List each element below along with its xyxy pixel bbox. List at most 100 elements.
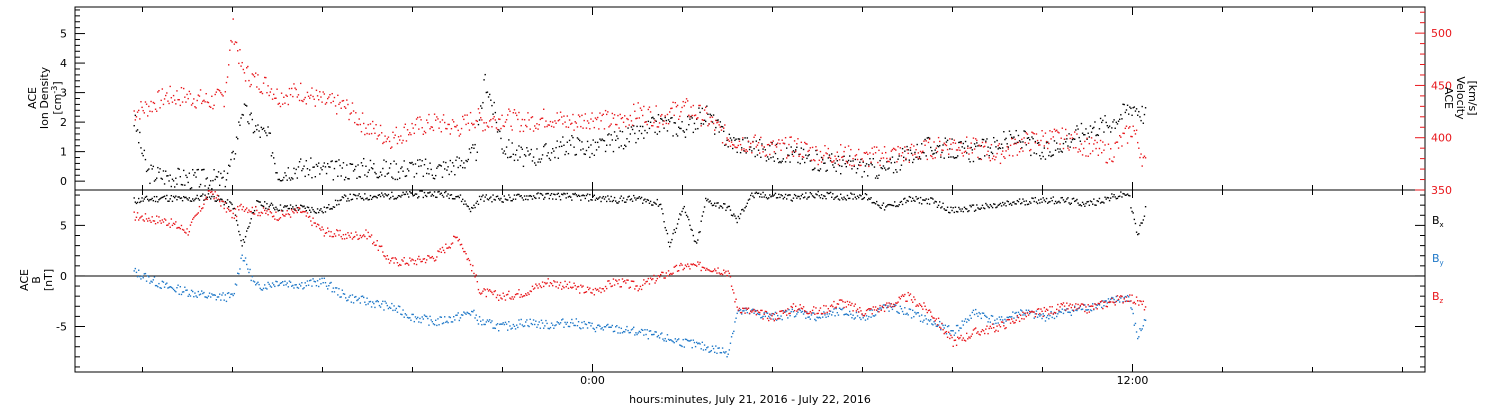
data-point	[410, 260, 412, 262]
data-point	[1067, 308, 1069, 310]
data-point	[304, 282, 306, 284]
data-point	[509, 325, 511, 327]
data-point	[562, 193, 564, 196]
data-point	[763, 312, 765, 314]
data-point	[696, 242, 698, 244]
data-point	[529, 153, 531, 155]
data-point	[311, 176, 313, 179]
data-point	[584, 197, 587, 200]
data-point	[286, 95, 288, 97]
data-point	[952, 345, 954, 348]
data-point	[367, 123, 369, 126]
data-point	[672, 232, 674, 235]
data-point	[919, 304, 922, 306]
data-point	[644, 121, 646, 124]
data-point	[567, 126, 570, 129]
data-point	[690, 263, 692, 265]
data-point	[390, 162, 392, 165]
data-point	[814, 318, 816, 321]
data-point	[147, 275, 149, 277]
data-point	[260, 204, 263, 206]
plasma-ylabel-left-units: [cm-3]	[50, 81, 64, 114]
data-point	[253, 213, 256, 215]
data-point	[1051, 306, 1053, 308]
data-point	[1093, 126, 1095, 129]
data-point	[1120, 297, 1122, 299]
data-point	[359, 176, 362, 178]
data-point	[807, 316, 809, 318]
data-point	[1079, 204, 1082, 206]
data-point	[994, 203, 996, 206]
data-point	[508, 290, 510, 293]
data-point	[148, 200, 150, 202]
data-point	[979, 208, 981, 210]
data-point	[585, 149, 588, 152]
data-point	[1049, 306, 1051, 308]
data-point	[1080, 122, 1083, 125]
data-point	[424, 158, 427, 160]
data-point	[205, 196, 207, 198]
data-point	[838, 159, 841, 161]
data-point	[487, 96, 490, 98]
data-point	[671, 116, 673, 119]
data-point	[960, 141, 962, 143]
data-point	[575, 318, 578, 320]
data-point	[1065, 200, 1067, 203]
data-point	[187, 97, 189, 100]
data-point	[819, 307, 822, 309]
data-point	[564, 121, 566, 123]
data-point	[753, 147, 755, 150]
data-point	[491, 126, 493, 128]
data-point	[818, 170, 821, 172]
data-point	[459, 317, 462, 319]
data-point	[316, 223, 319, 225]
data-point	[418, 165, 420, 168]
data-point	[917, 197, 920, 200]
data-point	[592, 195, 594, 198]
data-point	[310, 211, 312, 213]
data-point	[507, 114, 509, 116]
data-point	[1063, 201, 1066, 203]
data-point	[894, 305, 896, 308]
data-point	[243, 103, 246, 105]
data-point	[964, 140, 967, 143]
data-point	[192, 102, 194, 105]
data-point	[849, 301, 851, 303]
data-point	[814, 313, 816, 315]
data-point	[793, 151, 796, 153]
data-point	[1011, 204, 1013, 206]
data-point	[338, 234, 340, 236]
data-point	[201, 195, 203, 197]
data-point	[897, 301, 899, 303]
data-point	[819, 168, 822, 170]
data-point	[492, 117, 494, 120]
data-point	[203, 203, 205, 205]
data-point	[963, 151, 966, 153]
data-point	[638, 288, 641, 290]
data-point	[649, 121, 652, 123]
data-point	[732, 147, 734, 150]
data-point	[1090, 305, 1093, 307]
data-point	[1132, 125, 1134, 127]
data-point	[1026, 137, 1029, 139]
data-point	[871, 313, 873, 315]
data-point	[679, 344, 681, 346]
data-point	[768, 143, 770, 146]
data-point	[300, 285, 302, 287]
data-point	[996, 206, 998, 208]
data-point	[383, 309, 385, 311]
data-point	[287, 286, 290, 288]
data-point	[522, 165, 525, 168]
data-point	[307, 206, 310, 209]
data-point	[652, 278, 654, 280]
data-point	[415, 318, 418, 320]
data-point	[973, 313, 976, 316]
data-point	[625, 328, 627, 331]
data-point	[660, 115, 662, 117]
data-point	[969, 204, 971, 207]
data-point	[309, 215, 311, 218]
data-point	[1023, 200, 1025, 203]
data-point	[761, 196, 763, 198]
data-point	[1128, 300, 1130, 302]
data-point	[801, 158, 804, 160]
